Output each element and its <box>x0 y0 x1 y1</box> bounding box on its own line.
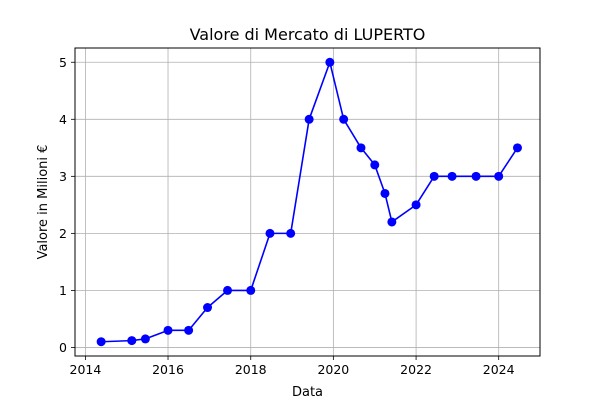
data-point <box>304 114 314 124</box>
data-point <box>223 285 233 295</box>
y-axis-ticks: 0 1 2 3 4 5 <box>59 55 75 355</box>
chart-title: Valore di Mercato di LUPERTO <box>190 25 426 44</box>
data-point <box>494 171 504 181</box>
data-point <box>512 143 522 153</box>
plot-area-frame <box>74 47 541 357</box>
y-tick-label: 3 <box>59 169 67 184</box>
y-tick-label: 2 <box>59 226 67 241</box>
x-tick-label: 2022 <box>400 362 432 377</box>
data-point <box>447 171 457 181</box>
x-axis-label: Data <box>292 385 323 400</box>
y-axis-label: Valore in Milioni € <box>36 145 51 260</box>
series-line <box>101 61 519 343</box>
data-point <box>286 228 296 238</box>
x-tick-label: 2016 <box>152 362 184 377</box>
data-point <box>429 171 439 181</box>
x-tick-label: 2014 <box>70 362 102 377</box>
data-point <box>127 336 137 346</box>
y-tick-label: 4 <box>59 112 67 127</box>
grid-lines <box>75 48 540 356</box>
data-point <box>370 160 380 170</box>
series-layer <box>96 57 522 347</box>
data-point <box>471 171 481 181</box>
data-point <box>325 57 335 67</box>
data-point <box>411 200 421 210</box>
data-point <box>387 217 397 227</box>
data-point <box>96 337 106 347</box>
data-point <box>203 303 213 313</box>
data-point <box>184 325 194 335</box>
data-point <box>356 143 366 153</box>
x-axis-ticks: 2014 2016 2018 2020 2022 2024 <box>70 356 515 377</box>
x-tick-label: 2018 <box>235 362 267 377</box>
data-point <box>246 285 256 295</box>
data-point <box>140 334 150 344</box>
data-point <box>380 188 390 198</box>
y-tick-label: 1 <box>59 283 67 298</box>
data-point <box>265 228 275 238</box>
data-point <box>163 325 173 335</box>
x-tick-label: 2020 <box>317 362 349 377</box>
y-tick-label: 5 <box>59 55 67 70</box>
y-tick-label: 0 <box>59 340 67 355</box>
x-tick-label: 2024 <box>483 362 515 377</box>
data-point <box>339 114 349 124</box>
